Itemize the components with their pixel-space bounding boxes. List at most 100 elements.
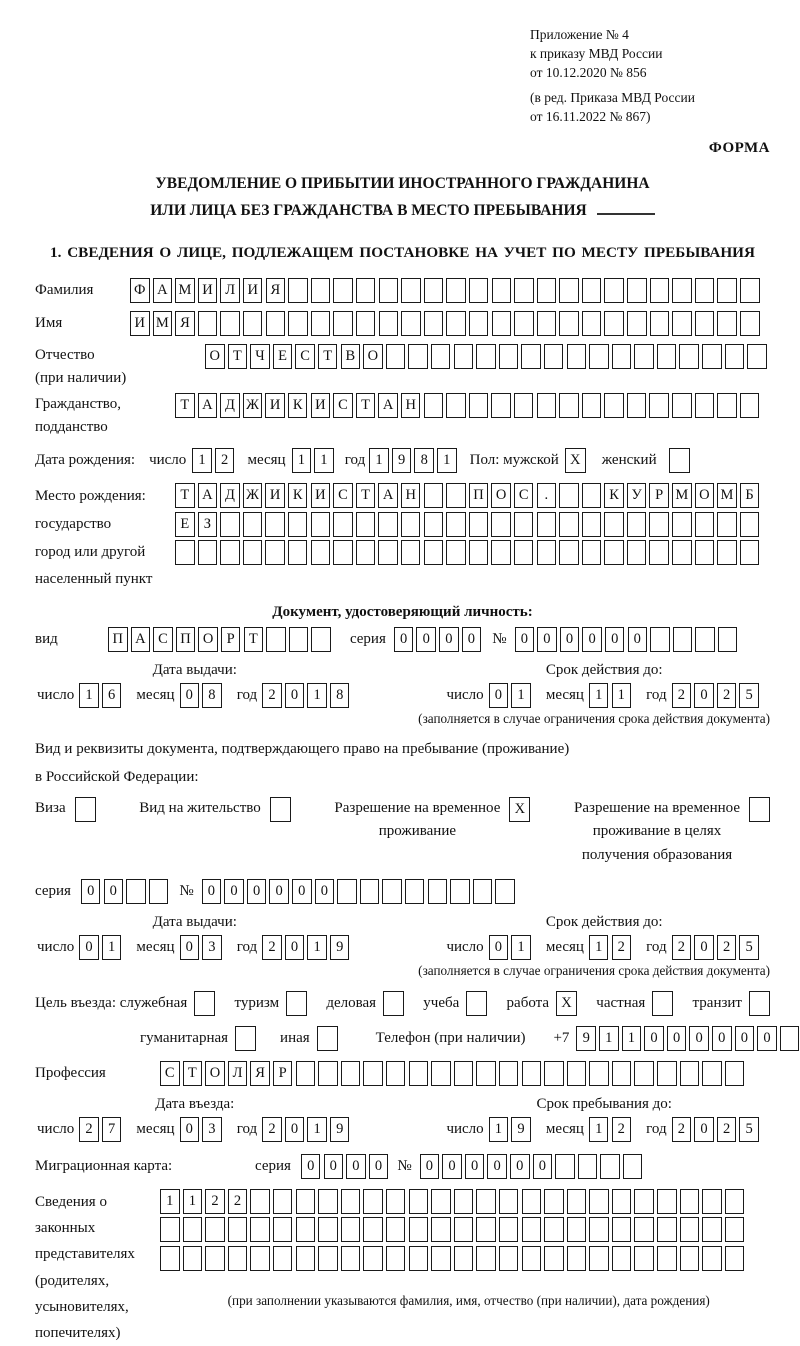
char-cell[interactable]: М	[152, 311, 173, 337]
char-cell[interactable]	[600, 1153, 620, 1179]
char-cell[interactable]	[577, 1153, 598, 1179]
char-cell[interactable]	[566, 344, 586, 370]
char-cell[interactable]: Е	[272, 344, 293, 370]
char-cell[interactable]: 0	[323, 1153, 344, 1179]
char-cell[interactable]: 2	[611, 1116, 632, 1142]
char-cell[interactable]	[355, 278, 376, 304]
char-cell[interactable]	[318, 1060, 338, 1086]
char-cell[interactable]	[431, 1188, 451, 1214]
char-cell[interactable]: Т	[175, 483, 195, 509]
char-cell[interactable]	[288, 278, 308, 304]
char-cell[interactable]	[310, 311, 331, 337]
char-cell[interactable]: У	[626, 483, 647, 509]
char-cell[interactable]: 0	[284, 683, 305, 709]
char-cell[interactable]	[363, 1060, 383, 1086]
char-cell[interactable]	[724, 344, 745, 370]
char-cell[interactable]	[604, 311, 624, 337]
char-cell[interactable]: 1	[611, 683, 632, 709]
char-cell[interactable]	[182, 1217, 203, 1243]
char-cell[interactable]	[446, 278, 466, 304]
char-cell[interactable]	[318, 1217, 338, 1243]
char-cell[interactable]	[378, 540, 398, 566]
char-cell[interactable]: 1	[307, 934, 327, 960]
char-cell[interactable]	[544, 1245, 564, 1271]
char-cell[interactable]	[581, 311, 602, 337]
char-cell[interactable]	[695, 627, 715, 653]
char-cell[interactable]	[611, 1245, 632, 1271]
char-cell[interactable]: 0	[224, 878, 244, 904]
char-cell[interactable]: С	[295, 344, 315, 370]
char-cell[interactable]	[536, 393, 556, 419]
char-cell[interactable]: О	[363, 344, 383, 370]
char-cell[interactable]: Р	[649, 483, 669, 509]
char-cell[interactable]: С	[160, 1060, 180, 1086]
char-cell[interactable]: 2	[716, 1116, 737, 1142]
char-cell[interactable]: 0	[604, 627, 625, 653]
char-cell[interactable]	[566, 1060, 587, 1086]
char-cell[interactable]	[627, 278, 647, 304]
char-cell[interactable]	[272, 1188, 293, 1214]
char-cell[interactable]	[589, 1060, 609, 1086]
char-cell[interactable]: А	[378, 483, 398, 509]
char-cell[interactable]: Ч	[250, 344, 270, 370]
char-cell[interactable]: Д	[220, 393, 240, 419]
char-cell[interactable]: А	[378, 393, 398, 419]
char-cell[interactable]: Т	[175, 393, 195, 419]
char-cell[interactable]	[385, 1188, 406, 1214]
purpose-work-checkbox[interactable]: X	[556, 990, 578, 1016]
char-cell[interactable]	[498, 1245, 519, 1271]
char-cell[interactable]	[476, 1060, 496, 1086]
char-cell[interactable]	[544, 1217, 564, 1243]
char-cell[interactable]	[555, 1153, 575, 1179]
char-cell[interactable]	[604, 511, 624, 537]
char-cell[interactable]	[702, 1217, 722, 1243]
char-cell[interactable]: 0	[201, 878, 222, 904]
char-cell[interactable]: 0	[314, 878, 335, 904]
char-cell[interactable]	[513, 540, 534, 566]
char-cell[interactable]	[672, 511, 692, 537]
char-cell[interactable]	[250, 1217, 270, 1243]
char-cell[interactable]: К	[287, 483, 308, 509]
representatives-line3[interactable]	[160, 1245, 747, 1271]
char-cell[interactable]	[318, 1188, 338, 1214]
char-cell[interactable]: 0	[80, 878, 101, 904]
char-cell[interactable]: 1	[307, 683, 327, 709]
char-cell[interactable]: 0	[582, 627, 602, 653]
char-cell[interactable]: М	[717, 483, 737, 509]
char-cell[interactable]: 0	[694, 934, 714, 960]
char-cell[interactable]: 1	[79, 683, 99, 709]
char-cell[interactable]	[566, 1188, 587, 1214]
char-cell[interactable]	[333, 511, 353, 537]
char-cell[interactable]: 1	[291, 448, 312, 474]
char-cell[interactable]	[220, 311, 240, 337]
char-cell[interactable]: 0	[757, 1025, 777, 1051]
char-cell[interactable]: 1	[182, 1188, 203, 1214]
char-cell[interactable]: 0	[559, 627, 580, 653]
char-cell[interactable]	[679, 1188, 700, 1214]
char-cell[interactable]	[363, 1188, 383, 1214]
char-cell[interactable]: 0	[712, 1025, 732, 1051]
char-cell[interactable]	[589, 344, 609, 370]
char-cell[interactable]	[672, 311, 692, 337]
char-cell[interactable]	[739, 540, 760, 566]
char-cell[interactable]: 0	[694, 683, 714, 709]
char-cell[interactable]	[634, 1245, 654, 1271]
char-cell[interactable]	[717, 511, 737, 537]
char-cell[interactable]: Т	[355, 393, 376, 419]
char-cell[interactable]	[333, 540, 353, 566]
char-cell[interactable]	[657, 1188, 677, 1214]
char-cell[interactable]	[227, 1245, 248, 1271]
char-cell[interactable]: 0	[179, 934, 200, 960]
char-cell[interactable]	[514, 278, 534, 304]
char-cell[interactable]: 9	[576, 1025, 596, 1051]
char-cell[interactable]: 1	[599, 1025, 619, 1051]
char-cell[interactable]: 1	[588, 1116, 609, 1142]
char-cell[interactable]: И	[310, 483, 331, 509]
char-cell[interactable]: 2	[205, 1188, 225, 1214]
